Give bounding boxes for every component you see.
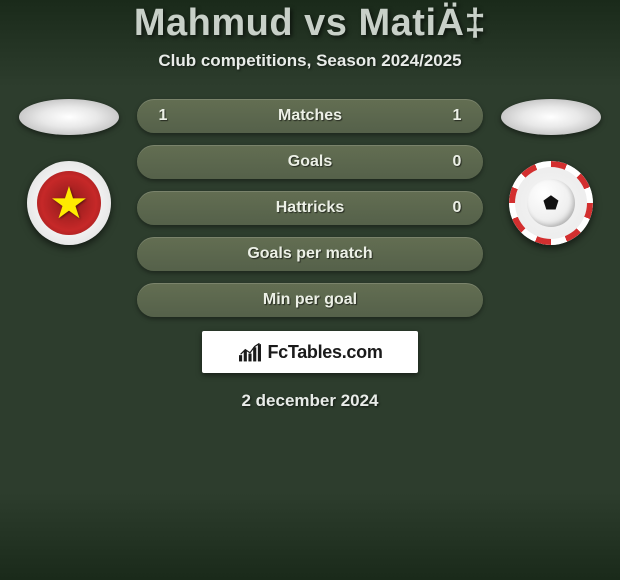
stat-left-value: 1 xyxy=(153,107,173,125)
stat-label: Goals per match xyxy=(173,245,447,263)
bar-chart-icon xyxy=(237,341,263,363)
brand-suffix: Tables.com xyxy=(288,342,383,362)
stat-right-value: 1 xyxy=(447,107,467,125)
brand-prefix: Fc xyxy=(267,342,287,362)
stat-label: Goals xyxy=(173,153,447,171)
date-text: 2 december 2024 xyxy=(0,391,620,411)
soccer-ball-icon xyxy=(527,179,575,227)
page-title: Mahmud vs MatiÄ‡ xyxy=(0,2,620,45)
player-a-name: Mahmud xyxy=(134,2,293,44)
stat-row: Goals per match xyxy=(137,237,483,271)
stat-label: Min per goal xyxy=(173,291,447,309)
stat-row: Goals0 xyxy=(137,145,483,179)
left-side xyxy=(19,99,119,245)
player-b-name: MatiÄ‡ xyxy=(359,2,487,44)
brand-text: FcTables.com xyxy=(267,342,382,363)
stat-right-value: 0 xyxy=(447,153,467,171)
stat-label: Matches xyxy=(173,107,447,125)
stat-label: Hattricks xyxy=(173,199,447,217)
team-a-badge xyxy=(27,161,111,245)
player-a-photo-placeholder xyxy=(19,99,119,135)
subtitle: Club competitions, Season 2024/2025 xyxy=(0,51,620,71)
player-b-photo-placeholder xyxy=(501,99,601,135)
team-b-badge xyxy=(509,161,593,245)
stats-column: 1Matches1Goals0Hattricks0Goals per match… xyxy=(137,99,483,317)
stat-row: 1Matches1 xyxy=(137,99,483,133)
brand-badge[interactable]: FcTables.com xyxy=(202,331,418,373)
main-layout: 1Matches1Goals0Hattricks0Goals per match… xyxy=(0,99,620,317)
right-side xyxy=(501,99,601,245)
title-connector: vs xyxy=(304,2,347,44)
stat-row: Min per goal xyxy=(137,283,483,317)
stat-row: Hattricks0 xyxy=(137,191,483,225)
stat-right-value: 0 xyxy=(447,199,467,217)
comparison-card: Mahmud vs MatiÄ‡ Club competitions, Seas… xyxy=(0,0,620,411)
